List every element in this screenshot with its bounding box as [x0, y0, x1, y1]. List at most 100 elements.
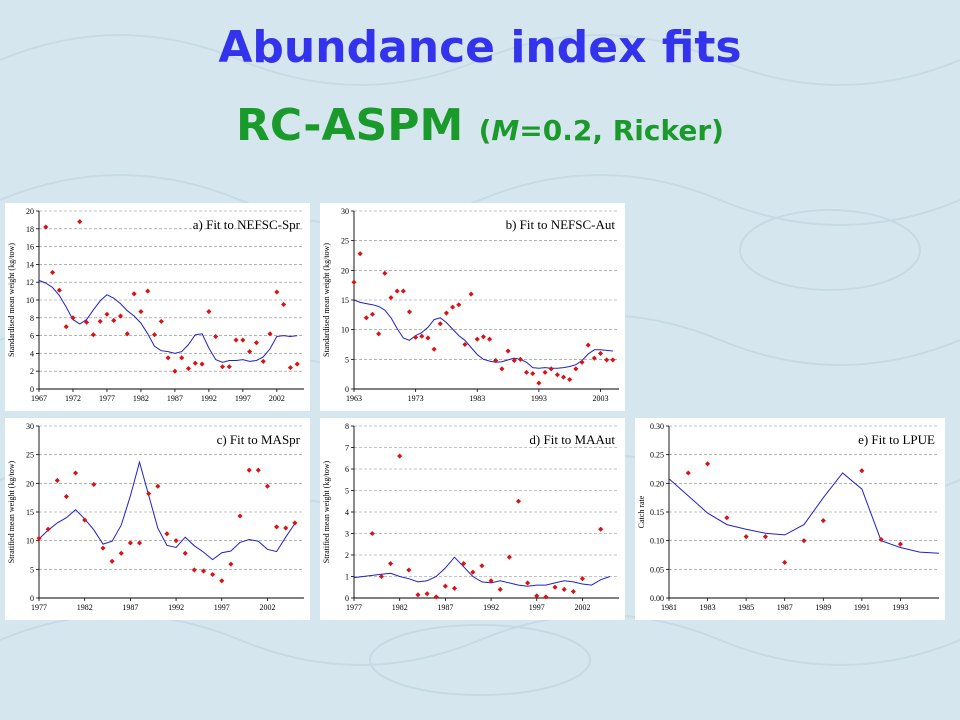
observed-point — [369, 311, 376, 317]
y-axis-label: Stratified mean weight (kg/tow) — [322, 460, 331, 563]
x-tick-label: 1992 — [201, 394, 217, 403]
observed-point — [294, 361, 300, 367]
observed-point — [437, 321, 443, 327]
observed-point — [431, 346, 437, 352]
observed-point — [382, 270, 388, 276]
observed-point — [450, 304, 456, 310]
observed-point — [493, 357, 499, 364]
chart-panel-d: 0 1 2 3 4 5 6 7 8 1977 1982 1987 1992 1997 2002 Stratif… — [320, 418, 625, 620]
chart-e: 0.00 0.05 0.10 0.15 0.20 0.25 0.30 1981 1983 1985… — [637, 422, 940, 612]
observed-point — [233, 337, 239, 343]
x-tick-label: 1987 — [777, 603, 793, 612]
observed-point — [497, 586, 503, 592]
observed-point — [820, 518, 826, 524]
observed-point — [118, 550, 124, 556]
x-tick-label: 1967 — [31, 394, 47, 403]
observed-point — [240, 337, 246, 343]
x-tick-label: 2002 — [269, 394, 285, 403]
y-axis-label: Standardised mean weight (kg/tow) — [7, 243, 16, 357]
observed-point — [442, 583, 448, 589]
panel-label: e) Fit to LPUE — [858, 432, 935, 447]
observed-point — [73, 470, 79, 476]
observed-point — [515, 498, 522, 504]
x-tick-label: 1989 — [815, 603, 831, 612]
observed-point — [406, 309, 413, 315]
observed-point — [685, 470, 691, 476]
y-tick-label: 20 — [26, 479, 34, 488]
observed-point — [131, 291, 137, 297]
observed-point — [524, 369, 530, 375]
observed-point — [425, 335, 431, 341]
y-tick-label: 0 — [30, 385, 34, 394]
y-tick-label: 8 — [30, 314, 34, 323]
observed-point — [253, 340, 259, 346]
observed-point — [213, 333, 219, 340]
chart-panel-c: 0 5 10 15 20 25 30 1977 1982 1987 1992 1997 2002 Stra… — [5, 418, 310, 620]
x-tick-label: 1972 — [65, 394, 81, 403]
observed-point — [260, 358, 266, 364]
x-tick-label: 1973 — [408, 394, 424, 403]
y-tick-label: 14 — [26, 260, 34, 269]
x-tick-label: 2003 — [593, 394, 609, 403]
observed-point — [226, 364, 232, 370]
observed-point — [419, 333, 425, 339]
observed-point — [762, 534, 768, 540]
x-tick-label: 1991 — [854, 603, 870, 612]
fit-line — [38, 279, 298, 363]
x-tick-label: 1963 — [346, 394, 362, 403]
y-tick-label: 15 — [341, 296, 349, 305]
y-tick-label: 20 — [341, 266, 349, 275]
x-tick-label: 1983 — [469, 394, 485, 403]
x-tick-label: 1993 — [531, 394, 547, 403]
observed-point — [597, 350, 604, 356]
observed-point — [579, 576, 585, 582]
observed-point — [610, 357, 616, 363]
chart-d: 0 1 2 3 4 5 6 7 8 1977 1982 1987 1992 1997 2002 Stratif… — [322, 422, 619, 612]
observed-point — [136, 540, 143, 546]
axes — [353, 426, 619, 599]
observed-point — [164, 531, 170, 537]
y-axis-label: Stratified mean weight (kg/tow) — [7, 460, 16, 563]
observed-point — [376, 331, 382, 337]
observed-point — [219, 364, 226, 370]
observed-point — [206, 309, 212, 315]
y-tick-label: 6 — [345, 465, 349, 474]
panel-label: b) Fit to NEFSC-Aut — [506, 217, 616, 232]
observed-point — [117, 313, 124, 319]
observed-point — [173, 538, 179, 544]
y-tick-label: 5 — [345, 487, 349, 496]
observed-point — [264, 483, 270, 489]
y-tick-label: 0 — [345, 594, 349, 603]
observed-point — [724, 515, 730, 521]
observed-point — [219, 578, 225, 584]
observed-point — [543, 594, 549, 600]
observed-point — [138, 309, 144, 315]
observed-point — [127, 540, 133, 546]
y-tick-label: 16 — [26, 243, 34, 252]
observed-point — [554, 372, 560, 378]
observed-point — [237, 513, 243, 519]
x-tick-label: 1987 — [122, 603, 138, 612]
x-tick-label: 1997 — [529, 603, 545, 612]
observed-point — [451, 585, 458, 591]
observed-point — [859, 468, 865, 474]
observed-point — [145, 288, 151, 294]
x-tick-label: 1977 — [99, 394, 115, 403]
observed-point — [165, 355, 171, 361]
observed-point — [560, 374, 567, 380]
observed-point — [433, 594, 439, 600]
axes — [668, 426, 939, 599]
observed-point — [552, 584, 558, 590]
panel-label: a) Fit to NEFSC-Spr — [193, 217, 301, 232]
observed-point — [185, 365, 192, 372]
observed-point — [897, 541, 903, 547]
axes — [353, 211, 619, 390]
observed-point — [378, 573, 384, 580]
observed-point — [536, 380, 542, 386]
y-axis-label: Catch rate — [637, 495, 646, 528]
chart-panel-a: 0 2 4 6 8 10 12 14 16 18 20 1967 1972 1977 1982 1987 199… — [5, 203, 310, 411]
observed-point — [525, 580, 531, 586]
observed-point — [397, 453, 403, 459]
x-tick-label: 1981 — [661, 603, 677, 612]
observed-point — [281, 301, 287, 307]
